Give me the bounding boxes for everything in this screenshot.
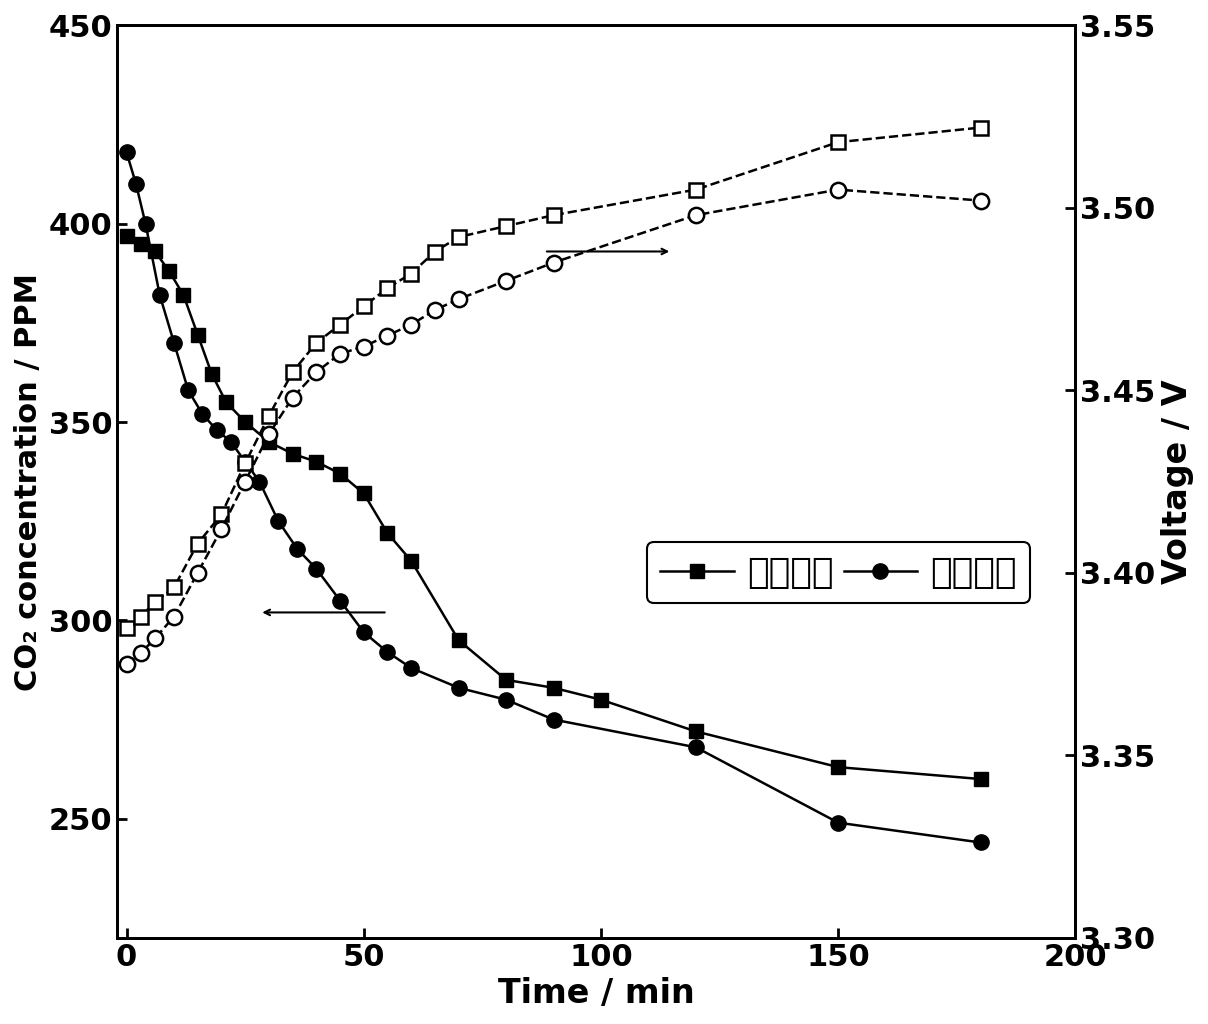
Y-axis label: CO₂ concentration / PPM: CO₂ concentration / PPM (13, 272, 43, 690)
Y-axis label: Voltage / V: Voltage / V (1161, 379, 1195, 584)
X-axis label: Time / min: Time / min (498, 977, 695, 1010)
Legend: 无硅酸盐, 含硅酸钙: 无硅酸盐, 含硅酸钙 (647, 543, 1030, 603)
